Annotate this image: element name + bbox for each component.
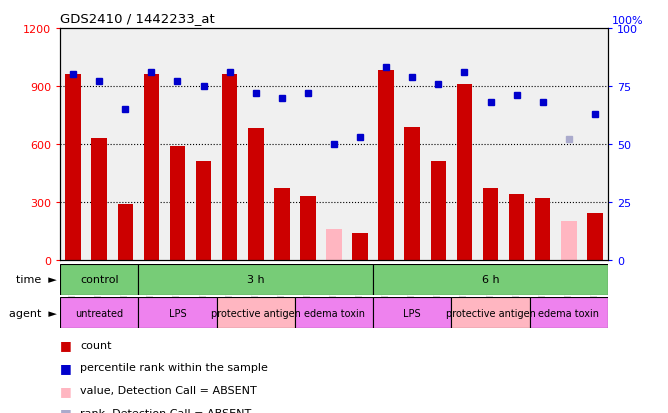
Bar bbox=[274, 189, 290, 260]
Bar bbox=[222, 75, 238, 260]
Bar bbox=[326, 229, 342, 260]
Text: 6 h: 6 h bbox=[482, 275, 499, 285]
Bar bbox=[483, 189, 498, 260]
Bar bbox=[587, 214, 603, 260]
Bar bbox=[530, 297, 608, 328]
Bar bbox=[92, 139, 107, 260]
Bar bbox=[60, 264, 138, 295]
Bar bbox=[170, 147, 185, 260]
Text: protective antigen: protective antigen bbox=[446, 308, 536, 318]
Text: value, Detection Call = ABSENT: value, Detection Call = ABSENT bbox=[80, 385, 257, 395]
Text: GDS2410 / 1442233_at: GDS2410 / 1442233_at bbox=[60, 12, 215, 25]
Bar bbox=[118, 204, 133, 260]
Text: ■: ■ bbox=[60, 406, 72, 413]
Text: LPS: LPS bbox=[403, 308, 421, 318]
Text: percentile rank within the sample: percentile rank within the sample bbox=[80, 363, 268, 373]
Bar bbox=[138, 264, 373, 295]
Text: rank, Detection Call = ABSENT: rank, Detection Call = ABSENT bbox=[80, 408, 251, 413]
Text: ■: ■ bbox=[60, 361, 72, 374]
Bar bbox=[373, 297, 452, 328]
Text: count: count bbox=[80, 340, 112, 350]
Bar bbox=[535, 199, 550, 260]
Bar bbox=[404, 127, 420, 260]
Bar bbox=[509, 195, 524, 260]
Bar bbox=[378, 71, 394, 260]
Bar bbox=[65, 75, 81, 260]
Text: time  ►: time ► bbox=[16, 275, 57, 285]
Text: LPS: LPS bbox=[169, 308, 186, 318]
Bar bbox=[452, 297, 530, 328]
Text: agent  ►: agent ► bbox=[9, 308, 57, 318]
Bar bbox=[352, 233, 368, 260]
Bar bbox=[300, 197, 316, 260]
Bar bbox=[457, 85, 472, 260]
Text: 3 h: 3 h bbox=[247, 275, 265, 285]
Text: ■: ■ bbox=[60, 338, 72, 351]
Bar bbox=[144, 75, 159, 260]
Text: edema toxin: edema toxin bbox=[538, 308, 599, 318]
Text: edema toxin: edema toxin bbox=[303, 308, 365, 318]
Bar bbox=[561, 222, 576, 260]
Text: protective antigen: protective antigen bbox=[211, 308, 301, 318]
Bar bbox=[60, 297, 138, 328]
Bar bbox=[373, 264, 608, 295]
Text: ■: ■ bbox=[60, 384, 72, 397]
Bar bbox=[196, 162, 211, 260]
Text: 100%: 100% bbox=[612, 16, 644, 26]
Text: untreated: untreated bbox=[75, 308, 124, 318]
Bar bbox=[295, 297, 373, 328]
Text: control: control bbox=[80, 275, 118, 285]
Bar bbox=[216, 297, 295, 328]
Bar bbox=[430, 162, 446, 260]
Bar bbox=[138, 297, 216, 328]
Bar bbox=[248, 129, 264, 260]
